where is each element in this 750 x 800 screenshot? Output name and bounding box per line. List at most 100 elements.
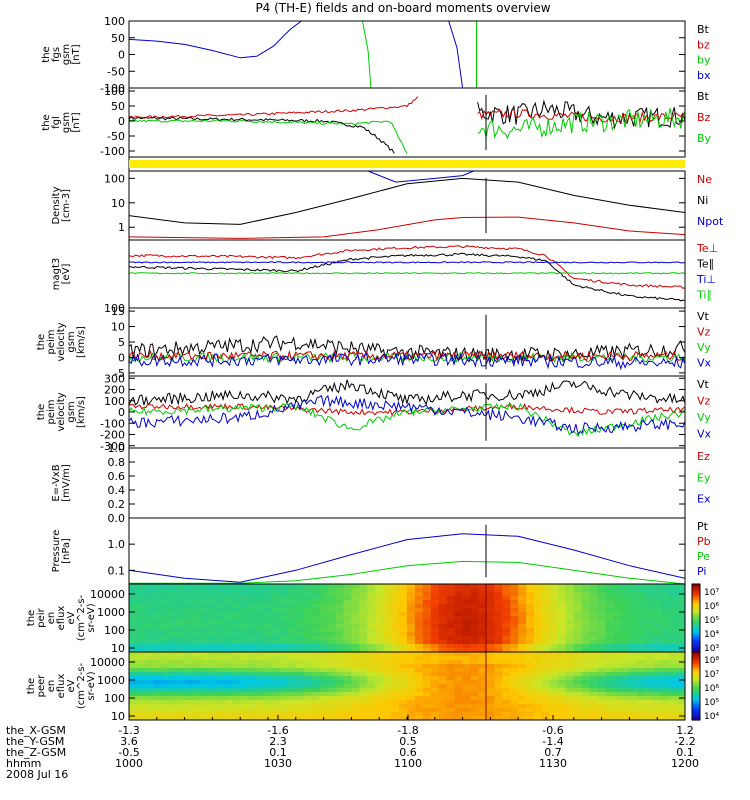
heatmap-cell: [343, 664, 352, 669]
heatmap-cell: [629, 688, 638, 693]
heatmap-cell: [510, 612, 519, 617]
heatmap-cell: [136, 648, 146, 652]
heatmap-cell: [661, 660, 670, 665]
heatmap-cell: [573, 644, 583, 649]
legend-entry: Pb: [697, 535, 711, 548]
heatmap-cell: [430, 656, 440, 661]
heatmap-cell: [271, 648, 281, 652]
heatmap-cell: [343, 648, 352, 652]
heatmap-cell: [534, 652, 543, 657]
heatmap-cell: [462, 676, 472, 681]
heatmap-cell: [549, 592, 559, 597]
heatmap-cell: [208, 668, 217, 673]
heatmap-cell: [232, 628, 241, 633]
heatmap-cell: [613, 592, 623, 597]
heatmap-cell: [526, 624, 535, 629]
heatmap-cell: [677, 668, 685, 673]
heatmap-cell: [287, 628, 297, 633]
heatmap-cell: [271, 620, 281, 625]
heatmap-cell: [391, 680, 400, 685]
heatmap-cell: [637, 696, 646, 701]
heatmap-cell: [303, 656, 313, 661]
heatmap-cell: [669, 632, 678, 637]
heatmap-cell: [478, 700, 488, 705]
heatmap-cell: [589, 676, 599, 681]
heatmap-cell: [502, 664, 511, 669]
heatmap-cell: [438, 648, 448, 652]
y-axis-label-line: magt3: [51, 258, 62, 291]
heatmap-cell: [319, 588, 329, 593]
heatmap-cell: [248, 708, 257, 713]
heatmap-cell: [486, 660, 495, 665]
heatmap-cell: [264, 704, 273, 709]
heatmap-cell: [136, 696, 146, 701]
heatmap-cell: [613, 664, 623, 669]
heatmap-cell: [518, 672, 527, 677]
heatmap-cell: [653, 596, 662, 601]
heatmap-cell: [454, 688, 464, 693]
heatmap-cell: [454, 628, 464, 633]
heatmap-cell: [653, 704, 662, 709]
heatmap-cell: [232, 684, 241, 689]
heatmap-cell: [399, 608, 408, 613]
heatmap-cell: [264, 620, 273, 625]
heatmap-cell: [446, 692, 456, 697]
heatmap-cell: [160, 716, 170, 720]
colorbar-tick-label: 10⁴: [704, 630, 719, 640]
heatmap-cell: [581, 708, 591, 713]
y-axis-label-line: gsm: [61, 112, 72, 133]
heatmap-cell: [144, 692, 154, 697]
heatmap-cell: [343, 652, 352, 657]
heatmap-cell: [351, 592, 360, 597]
heatmap-cell: [248, 636, 257, 641]
heatmap-cell: [399, 712, 408, 717]
legend-entry: Npot: [697, 215, 724, 228]
heatmap-cell: [359, 712, 368, 717]
heatmap-cell: [264, 584, 273, 589]
heatmap-cell: [383, 668, 392, 673]
heatmap-cell: [359, 644, 368, 649]
heatmap-cell: [573, 588, 583, 593]
heatmap-cell: [295, 612, 305, 617]
heatmap-cell: [216, 584, 225, 589]
heatmap-cell: [343, 708, 352, 713]
heatmap-cell: [565, 664, 575, 669]
heatmap-cell: [319, 596, 329, 601]
heatmap-cell: [478, 616, 488, 621]
heatmap-cell: [605, 612, 615, 617]
heatmap-cell: [677, 684, 685, 689]
heatmap-cell: [375, 704, 384, 709]
heatmap-cell: [303, 680, 313, 685]
heatmap-cell: [494, 628, 503, 633]
heatmap-cell: [422, 636, 432, 641]
heatmap-cell: [462, 652, 472, 657]
heatmap-cell: [375, 672, 384, 677]
heatmap-cell: [407, 656, 416, 661]
heatmap-cell: [248, 696, 257, 701]
heatmap-cell: [549, 656, 559, 661]
heatmap-cell: [224, 592, 233, 597]
heatmap-cell: [271, 688, 281, 693]
heatmap-cell: [430, 648, 440, 652]
heatmap-cell: [430, 660, 440, 665]
colorbar-swatch: [692, 682, 700, 685]
heatmap-cell: [256, 636, 265, 641]
heatmap-cell: [414, 604, 424, 609]
heatmap-cell: [653, 604, 662, 609]
heatmap-cell: [327, 704, 337, 709]
heatmap-cell: [407, 660, 416, 665]
heatmap-cell: [200, 660, 210, 665]
heatmap-cell: [295, 600, 305, 605]
heatmap-cell: [621, 712, 630, 717]
heatmap-cell: [129, 700, 138, 705]
heatmap-cell: [383, 608, 392, 613]
x-axis-row-value: 0.1: [269, 746, 287, 759]
heatmap-cell: [311, 616, 321, 621]
heatmap-cell: [486, 676, 495, 681]
heatmap-cell: [462, 644, 472, 649]
heatmap-cell: [176, 608, 186, 613]
y-tick-label: 15: [111, 305, 125, 318]
heatmap-cell: [565, 692, 575, 697]
colorbar-swatch: [692, 655, 700, 658]
heatmap-cell: [343, 616, 352, 621]
